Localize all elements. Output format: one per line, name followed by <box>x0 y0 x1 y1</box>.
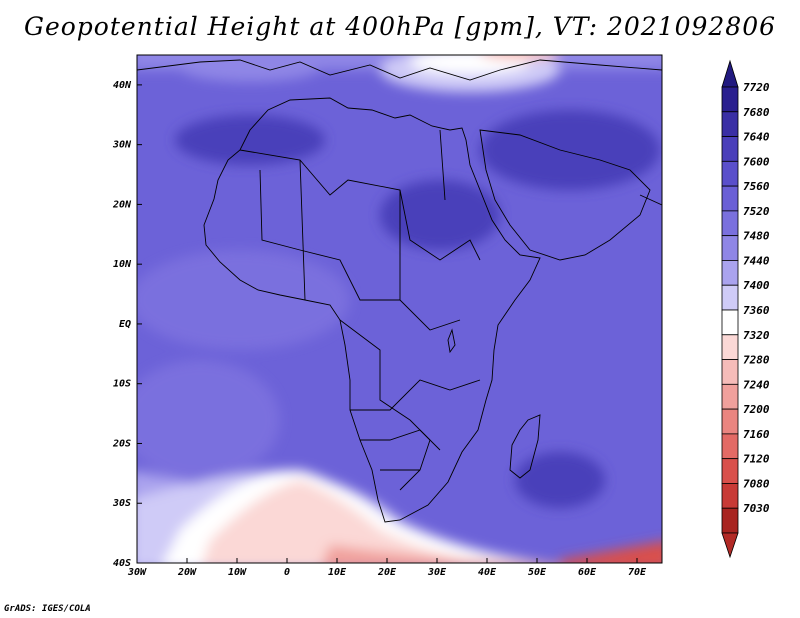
colorbar-label: 7080 <box>743 477 770 490</box>
colorbar: 7720 7680 7640 7600 7560 7520 7480 7440 7400 7360… <box>721 59 770 559</box>
colorbar-swatch <box>721 160 739 187</box>
colorbar-swatch <box>721 359 739 385</box>
border-5 <box>299 129 446 301</box>
lat-tick-label: 30N <box>112 140 132 151</box>
lat-tick-label: 40S <box>113 558 131 569</box>
colorbar-swatch <box>721 136 739 162</box>
colorbar-label: 7640 <box>743 131 770 144</box>
coastlines <box>137 59 662 523</box>
colorbar-swatch <box>721 433 739 460</box>
colorbar-bottom-arrow <box>721 532 739 559</box>
colorbar-swatch <box>721 458 739 484</box>
colorbar-label: 7520 <box>743 205 770 218</box>
lon-tick-label: 30W <box>127 567 147 578</box>
india-coast <box>639 194 662 206</box>
lon-tick-label: 40E <box>478 567 497 578</box>
map-frame <box>136 54 663 564</box>
madagascar-coast <box>509 414 541 479</box>
arabia-coast <box>479 129 651 261</box>
africa-coast <box>203 97 541 523</box>
border-4 <box>350 379 481 411</box>
colorbar-swatch <box>721 260 739 286</box>
border-2 <box>259 169 461 331</box>
colorbar-label: 7120 <box>743 453 770 466</box>
lat-tick-label: 10S <box>113 379 131 390</box>
colorbar-swatch <box>721 86 739 113</box>
lat-tick-label: 20N <box>112 199 132 210</box>
colorbar-label: 7400 <box>743 279 770 292</box>
colorbar-label: 7160 <box>743 428 770 441</box>
lon-tick-label: 70E <box>628 567 647 578</box>
lat-tick-label: 40N <box>113 80 132 91</box>
border-6 <box>360 429 441 471</box>
colorbar-label: 7600 <box>743 155 770 168</box>
colorbar-label: 7560 <box>743 180 770 193</box>
lon-tick-label: 50E <box>528 567 547 578</box>
colorbar-swatch <box>721 235 739 261</box>
colorbar-swatch <box>721 185 739 212</box>
colorbar-label: 7720 <box>743 81 770 94</box>
lon-tick-label: 10W <box>228 567 247 578</box>
europe-coast <box>137 59 662 81</box>
colorbar-label: 7240 <box>743 378 770 391</box>
lat-tick-label: 10N <box>113 259 132 270</box>
colorbar-swatch <box>721 111 739 137</box>
credit-text: GrADS: IGES/COLA <box>4 604 91 614</box>
colorbar-swatch <box>721 309 739 336</box>
height-field <box>137 55 662 563</box>
colorbar-label: 7030 <box>743 502 770 515</box>
lon-tick-label: 30E <box>427 567 447 578</box>
lon-tick-label: 10E <box>328 567 347 578</box>
colorbar-swatch <box>721 210 739 237</box>
colorbar-swatch <box>721 284 739 311</box>
colorbar-swatch <box>721 334 739 360</box>
colorbar-label: 7320 <box>743 329 770 342</box>
lon-tick-label: 20E <box>377 567 397 578</box>
colorbar-swatch <box>721 408 739 435</box>
colorbar-label: 7360 <box>743 304 770 317</box>
colorbar-top-arrow <box>721 59 739 88</box>
lat-tick-label: 30S <box>112 498 131 509</box>
lat-tick-label: EQ <box>119 319 131 330</box>
lon-tick-label: 0 <box>284 567 290 578</box>
map-axes: 30W 20W 10W 0 10E 20E 30E 40E 50E 60E 70E 40N 30N 20N… <box>112 80 647 578</box>
colorbar-label: 7280 <box>743 354 770 367</box>
colorbar-label: 7680 <box>743 106 770 119</box>
colorbar-swatch <box>721 483 739 509</box>
lake <box>447 328 456 354</box>
lat-tick-label: 20S <box>112 438 131 449</box>
map-title: Geopotential Height at 400hPa [gpm], VT:… <box>23 12 777 41</box>
colorbar-swatch <box>721 507 739 534</box>
colorbar-label: 7440 <box>743 254 770 267</box>
colorbar-label: 7480 <box>743 230 770 243</box>
colorbar-label: 7200 <box>743 403 770 416</box>
lon-tick-label: 20W <box>177 567 197 578</box>
lon-tick-label: 60E <box>578 567 597 578</box>
colorbar-swatch <box>721 383 739 410</box>
